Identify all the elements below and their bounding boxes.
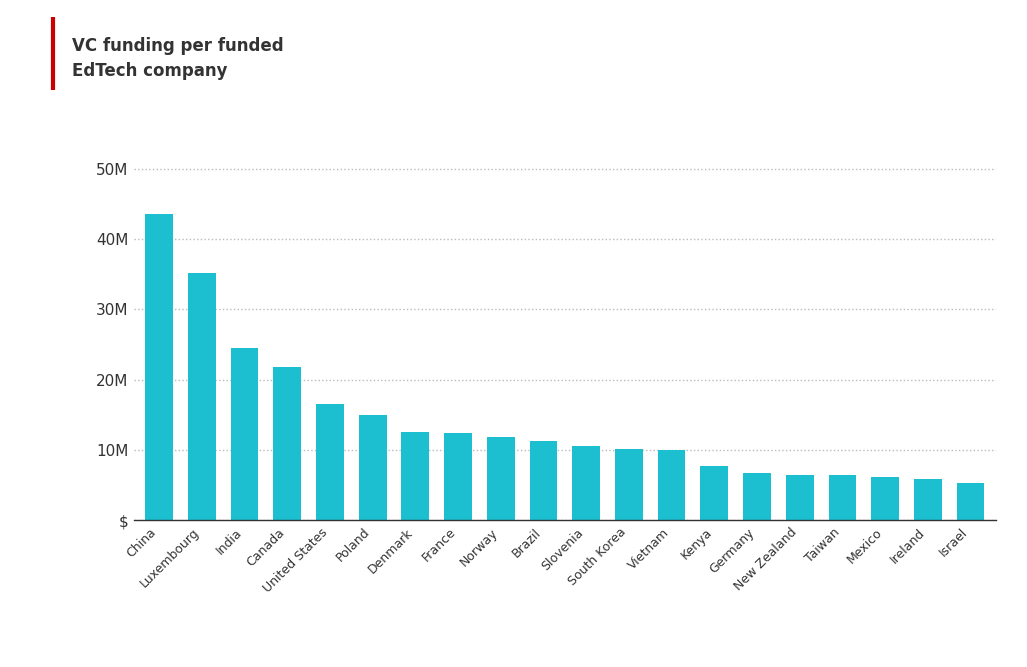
Bar <box>871 477 899 520</box>
Bar <box>316 404 344 520</box>
Bar <box>829 474 857 520</box>
Bar <box>402 432 429 520</box>
Bar <box>744 473 771 520</box>
Bar <box>445 433 472 520</box>
Bar <box>487 438 515 520</box>
Bar <box>530 442 558 520</box>
Bar <box>572 446 600 520</box>
Bar <box>786 474 813 520</box>
Bar <box>914 479 942 520</box>
Bar <box>700 466 728 520</box>
Bar <box>188 273 216 520</box>
Bar <box>957 483 985 520</box>
Bar <box>657 450 685 520</box>
Bar <box>231 348 259 520</box>
Bar <box>145 214 173 520</box>
Bar <box>615 448 643 520</box>
Bar <box>358 415 386 520</box>
Text: VC funding per funded
EdTech company: VC funding per funded EdTech company <box>72 37 283 79</box>
Bar <box>273 367 301 520</box>
